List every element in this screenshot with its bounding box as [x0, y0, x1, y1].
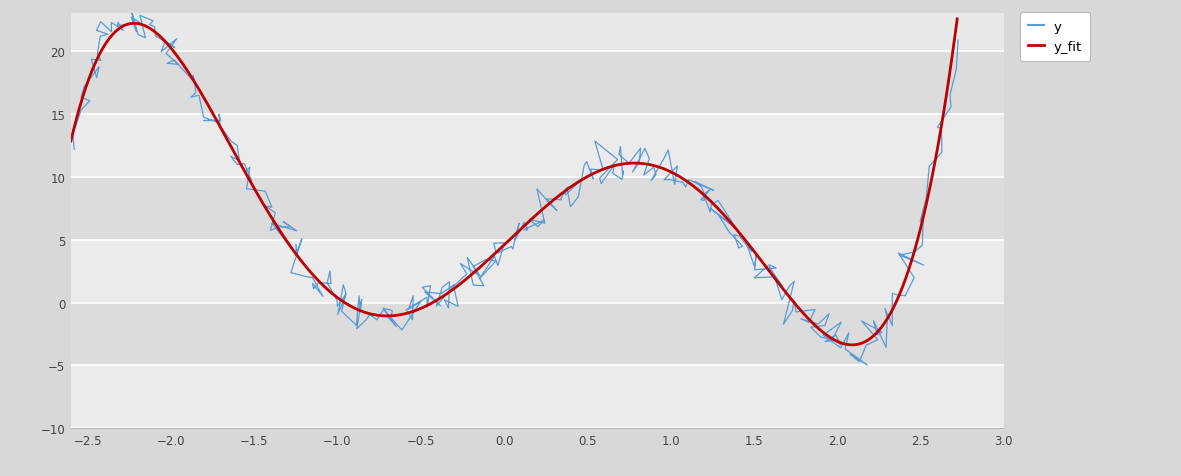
Bar — [71, 52, 1004, 115]
Bar — [71, 366, 1004, 428]
Bar — [71, 303, 1004, 366]
Bar — [71, 115, 1004, 178]
Bar — [71, 178, 1004, 240]
Bar — [71, 240, 1004, 303]
Legend: y, y_fit: y, y_fit — [1019, 12, 1090, 62]
